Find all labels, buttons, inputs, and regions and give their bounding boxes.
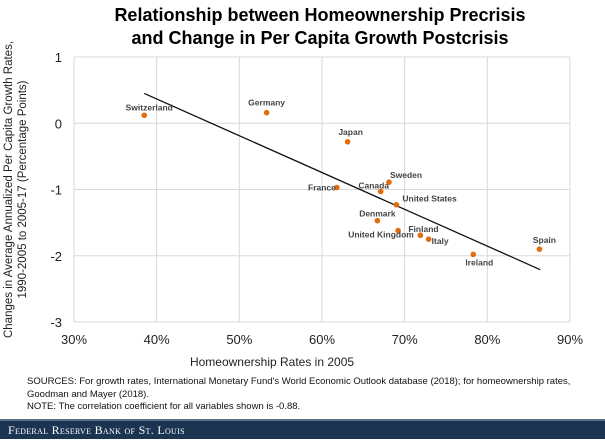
point-label: Sweden — [390, 170, 422, 180]
y-tick-label: -3 — [50, 315, 62, 330]
data-point — [417, 232, 424, 239]
data-point — [374, 217, 381, 224]
data-point — [470, 251, 477, 258]
point-label: Japan — [338, 127, 363, 137]
point-label: Italy — [432, 236, 449, 246]
x-tick-label: 60% — [309, 332, 335, 347]
scatter-chart: 30% 40% 50% 60% 70% 80% 90% 1 0 -1 -2 -3 Homeownersh… — [3, 41, 583, 369]
x-tick-label: 80% — [474, 332, 500, 347]
point-label: Finland — [408, 224, 438, 234]
chart-title: Relationship between Homeownership Precr… — [60, 4, 580, 50]
data-point — [395, 227, 401, 234]
y-tick-label: 0 — [55, 116, 62, 131]
data-point — [334, 184, 340, 191]
note-text: NOTE: The correlation coefficient for al… — [27, 401, 301, 412]
fed-banner: Federal Reserve Bank of St. Louis — [0, 419, 605, 439]
x-tick-label: 30% — [61, 332, 87, 347]
y-axis-label: 1990-2005 to 2005-17 (Percentage Points) — [17, 80, 29, 298]
point-label: Spain — [533, 235, 556, 245]
point-label: Denmark — [359, 209, 396, 219]
data-point — [393, 201, 400, 208]
point-label: France — [308, 183, 336, 193]
point-label: Germany — [248, 98, 285, 108]
title-line-2: and Change in Per Capita Growth Postcris… — [131, 28, 509, 48]
point-label: Canada — [358, 180, 389, 190]
point-label: Switzerland — [126, 102, 173, 112]
title-line-1: Relationship between Homeownership Precr… — [114, 5, 526, 25]
point-label: United Kingdom — [348, 230, 414, 240]
point-label: United States — [402, 194, 457, 204]
x-axis-label: Homeownership Rates in 2005 — [190, 355, 354, 369]
sources-text: SOURCES: For growth rates, International… — [27, 376, 571, 400]
x-tick-label: 40% — [144, 332, 170, 347]
x-tick-label: 50% — [226, 332, 252, 347]
y-tick-label: -1 — [50, 183, 62, 198]
y-tick-label: -2 — [50, 249, 62, 264]
data-point — [536, 246, 543, 252]
data-point — [344, 139, 351, 145]
sources-note: SOURCES: For growth rates, International… — [27, 376, 597, 414]
data-point — [141, 112, 148, 119]
trendline — [144, 92, 541, 271]
x-tick-label: 70% — [392, 332, 418, 347]
data-point — [386, 179, 392, 186]
data-point — [425, 236, 432, 242]
point-label: Ireland — [465, 257, 493, 267]
x-tick-label: 90% — [557, 332, 583, 347]
data-point — [263, 109, 270, 116]
y-axis-label: Changes in Average Annualized Per Capita… — [3, 41, 15, 338]
y-tick-label: 1 — [55, 50, 62, 65]
data-point — [377, 188, 384, 195]
